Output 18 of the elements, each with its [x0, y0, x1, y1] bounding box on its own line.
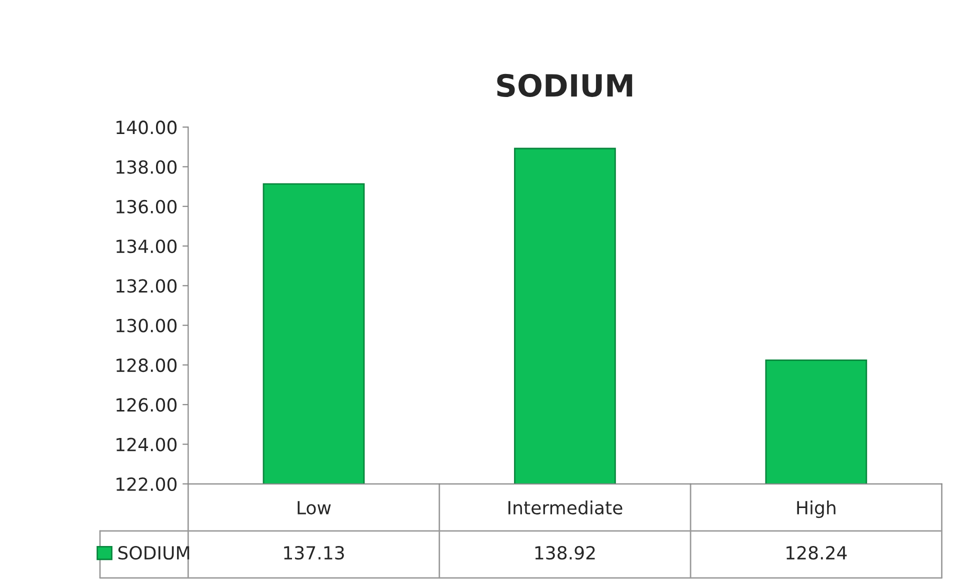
y-tick-label: 138.00 — [116, 160, 177, 174]
legend-label: SODIUM — [118, 546, 190, 560]
y-tick-label: 124.00 — [116, 438, 177, 452]
y-tick-label: 136.00 — [116, 200, 177, 214]
y-tick-label: 140.00 — [116, 120, 177, 134]
y-tick-label: 134.00 — [116, 239, 177, 254]
data-label: 128.24 — [786, 546, 847, 560]
x-tick-label: High — [797, 500, 836, 518]
y-tick-label: 132.00 — [116, 279, 177, 293]
x-tick-label: Intermediate — [508, 500, 622, 515]
chart-title: SODIUM — [497, 74, 632, 97]
y-tick-label: 122.00 — [116, 477, 177, 492]
y-tick-label: 130.00 — [116, 318, 177, 332]
y-tick-label: 126.00 — [116, 398, 177, 412]
data-label: 138.92 — [535, 546, 595, 560]
data-label: 137.13 — [284, 546, 344, 560]
y-tick-label: 128.00 — [116, 358, 177, 372]
x-tick-label: Low — [298, 501, 331, 515]
